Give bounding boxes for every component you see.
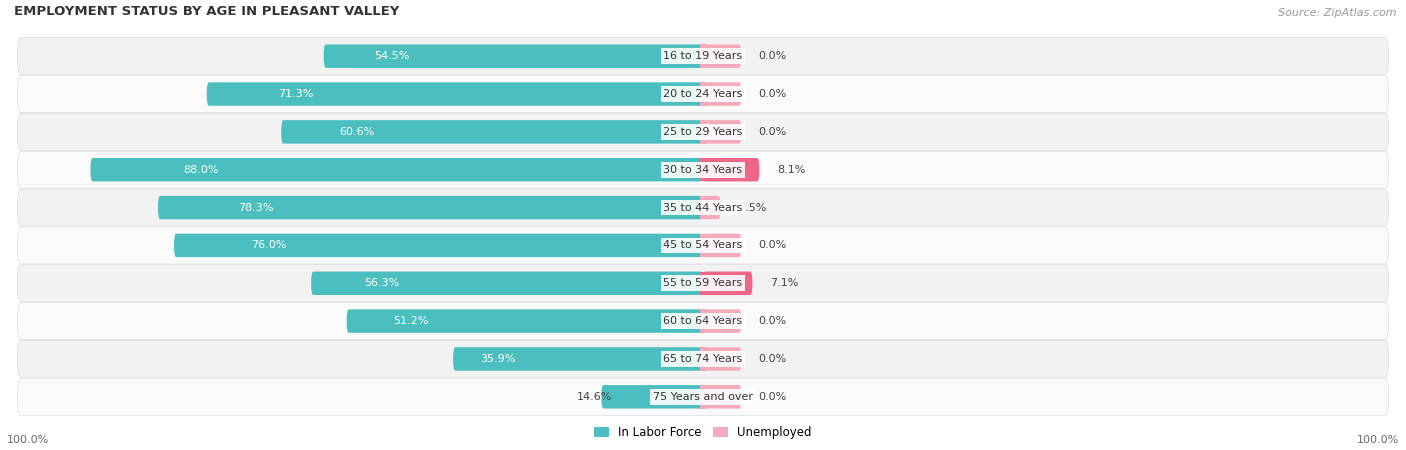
Text: 25 to 29 Years: 25 to 29 Years — [664, 127, 742, 137]
FancyBboxPatch shape — [700, 196, 706, 219]
Text: 55 to 59 Years: 55 to 59 Years — [664, 278, 742, 288]
FancyBboxPatch shape — [700, 120, 706, 144]
FancyBboxPatch shape — [17, 378, 1389, 415]
Text: 75 Years and over: 75 Years and over — [652, 392, 754, 402]
FancyBboxPatch shape — [703, 385, 741, 409]
Text: 8.1%: 8.1% — [776, 165, 806, 175]
FancyBboxPatch shape — [700, 310, 706, 333]
FancyBboxPatch shape — [700, 347, 706, 371]
FancyBboxPatch shape — [17, 265, 1389, 302]
FancyBboxPatch shape — [700, 196, 706, 219]
Text: 0.0%: 0.0% — [759, 51, 787, 61]
FancyBboxPatch shape — [703, 196, 720, 219]
FancyBboxPatch shape — [703, 82, 741, 106]
Text: 30 to 34 Years: 30 to 34 Years — [664, 165, 742, 175]
FancyBboxPatch shape — [700, 271, 706, 295]
FancyBboxPatch shape — [700, 234, 706, 257]
Text: 35 to 44 Years: 35 to 44 Years — [664, 202, 742, 212]
FancyBboxPatch shape — [281, 120, 703, 144]
Text: 51.2%: 51.2% — [394, 316, 429, 326]
FancyBboxPatch shape — [17, 340, 1389, 378]
FancyBboxPatch shape — [17, 113, 1389, 150]
FancyBboxPatch shape — [17, 302, 1389, 340]
FancyBboxPatch shape — [703, 120, 741, 144]
FancyBboxPatch shape — [17, 38, 1389, 75]
FancyBboxPatch shape — [453, 347, 703, 371]
Text: 16 to 19 Years: 16 to 19 Years — [664, 51, 742, 61]
Text: 45 to 54 Years: 45 to 54 Years — [664, 240, 742, 250]
Text: 60.6%: 60.6% — [339, 127, 375, 137]
FancyBboxPatch shape — [323, 45, 703, 68]
FancyBboxPatch shape — [700, 158, 706, 181]
FancyBboxPatch shape — [700, 45, 706, 68]
FancyBboxPatch shape — [90, 158, 703, 181]
FancyBboxPatch shape — [347, 310, 703, 333]
Text: 71.3%: 71.3% — [278, 89, 314, 99]
Text: Source: ZipAtlas.com: Source: ZipAtlas.com — [1278, 9, 1396, 18]
Text: 65 to 74 Years: 65 to 74 Years — [664, 354, 742, 364]
FancyBboxPatch shape — [602, 385, 703, 409]
FancyBboxPatch shape — [700, 385, 706, 409]
Text: EMPLOYMENT STATUS BY AGE IN PLEASANT VALLEY: EMPLOYMENT STATUS BY AGE IN PLEASANT VAL… — [14, 5, 399, 18]
FancyBboxPatch shape — [17, 227, 1389, 264]
FancyBboxPatch shape — [157, 196, 703, 219]
FancyBboxPatch shape — [700, 385, 706, 409]
FancyBboxPatch shape — [17, 189, 1389, 226]
FancyBboxPatch shape — [207, 82, 703, 106]
FancyBboxPatch shape — [700, 347, 706, 371]
FancyBboxPatch shape — [703, 310, 741, 333]
Text: 0.0%: 0.0% — [759, 392, 787, 402]
FancyBboxPatch shape — [17, 151, 1389, 188]
Text: 0.0%: 0.0% — [759, 316, 787, 326]
FancyBboxPatch shape — [311, 271, 703, 295]
Text: 20 to 24 Years: 20 to 24 Years — [664, 89, 742, 99]
FancyBboxPatch shape — [703, 45, 741, 68]
Text: 0.0%: 0.0% — [759, 89, 787, 99]
FancyBboxPatch shape — [174, 234, 703, 257]
FancyBboxPatch shape — [700, 120, 706, 144]
Text: 100.0%: 100.0% — [1357, 435, 1399, 445]
Text: 7.1%: 7.1% — [770, 278, 799, 288]
FancyBboxPatch shape — [700, 310, 706, 333]
Text: 0.0%: 0.0% — [759, 354, 787, 364]
Text: 76.0%: 76.0% — [252, 240, 287, 250]
Text: 0.0%: 0.0% — [759, 240, 787, 250]
Text: 54.5%: 54.5% — [374, 51, 409, 61]
FancyBboxPatch shape — [700, 271, 706, 295]
Text: 56.3%: 56.3% — [364, 278, 399, 288]
Text: 0.0%: 0.0% — [759, 127, 787, 137]
FancyBboxPatch shape — [703, 158, 759, 181]
FancyBboxPatch shape — [700, 158, 706, 181]
Text: 35.9%: 35.9% — [481, 354, 516, 364]
FancyBboxPatch shape — [700, 82, 706, 106]
FancyBboxPatch shape — [700, 234, 706, 257]
Text: 2.5%: 2.5% — [738, 202, 766, 212]
Text: 88.0%: 88.0% — [183, 165, 218, 175]
Text: 60 to 64 Years: 60 to 64 Years — [664, 316, 742, 326]
Text: 78.3%: 78.3% — [239, 202, 274, 212]
Text: 100.0%: 100.0% — [7, 435, 49, 445]
FancyBboxPatch shape — [703, 347, 741, 371]
Text: 14.6%: 14.6% — [576, 392, 612, 402]
FancyBboxPatch shape — [17, 76, 1389, 112]
FancyBboxPatch shape — [700, 82, 706, 106]
FancyBboxPatch shape — [703, 271, 752, 295]
Legend: In Labor Force, Unemployed: In Labor Force, Unemployed — [589, 422, 817, 444]
FancyBboxPatch shape — [703, 234, 741, 257]
FancyBboxPatch shape — [700, 45, 706, 68]
